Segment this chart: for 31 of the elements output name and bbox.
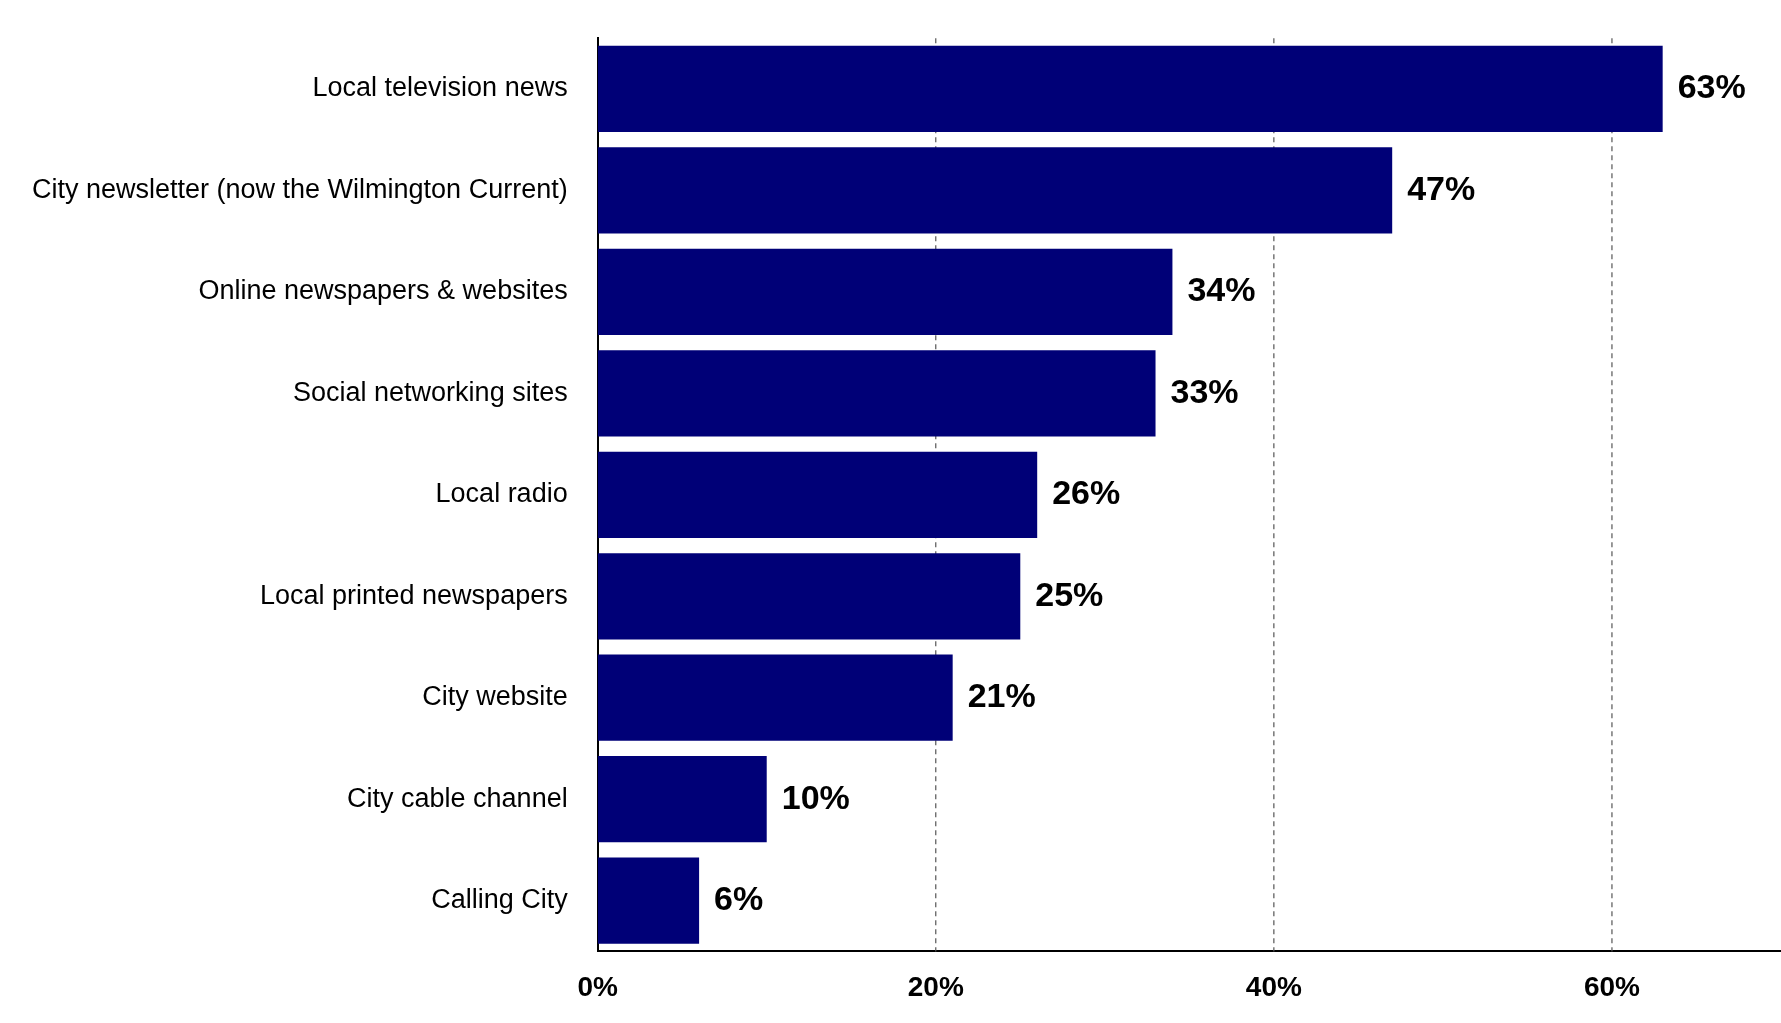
- bar: [597, 248, 1173, 335]
- y-tick-label: Local printed newspapers: [259, 579, 568, 610]
- y-tick-label: Local radio: [435, 478, 568, 509]
- data-label: 10%: [781, 777, 850, 816]
- x-tick-label: 0%: [577, 970, 619, 1002]
- y-tick-label: Local television news: [312, 72, 568, 103]
- bar: [597, 756, 767, 843]
- data-label: 47%: [1407, 168, 1476, 207]
- bar: [597, 350, 1156, 437]
- data-label: 25%: [1035, 574, 1104, 613]
- data-label: 34%: [1187, 270, 1256, 309]
- bar: [597, 654, 953, 741]
- data-label: 33%: [1170, 371, 1239, 410]
- bar: [597, 147, 1393, 234]
- data-label: 63%: [1677, 67, 1746, 106]
- data-label: 26%: [1052, 473, 1121, 512]
- y-tick-label: Social networking sites: [293, 376, 568, 407]
- y-tick-label: City website: [422, 681, 568, 712]
- y-tick-label: City cable channel: [347, 782, 568, 813]
- x-tick-label: 40%: [1245, 970, 1302, 1002]
- bar: [597, 857, 700, 944]
- y-tick-label: Calling City: [431, 884, 569, 915]
- bar: [597, 45, 1663, 133]
- x-tick-label: 60%: [1583, 970, 1641, 1002]
- y-tick-label: City newsletter (now the Wilmington Current): [31, 173, 568, 204]
- y-tick-label: Online newspapers & websites: [198, 275, 568, 306]
- bar: [597, 553, 1021, 640]
- bar: [597, 451, 1038, 538]
- data-label: 6%: [714, 879, 764, 918]
- x-tick-label: 20%: [907, 970, 964, 1002]
- data-label: 21%: [967, 676, 1036, 715]
